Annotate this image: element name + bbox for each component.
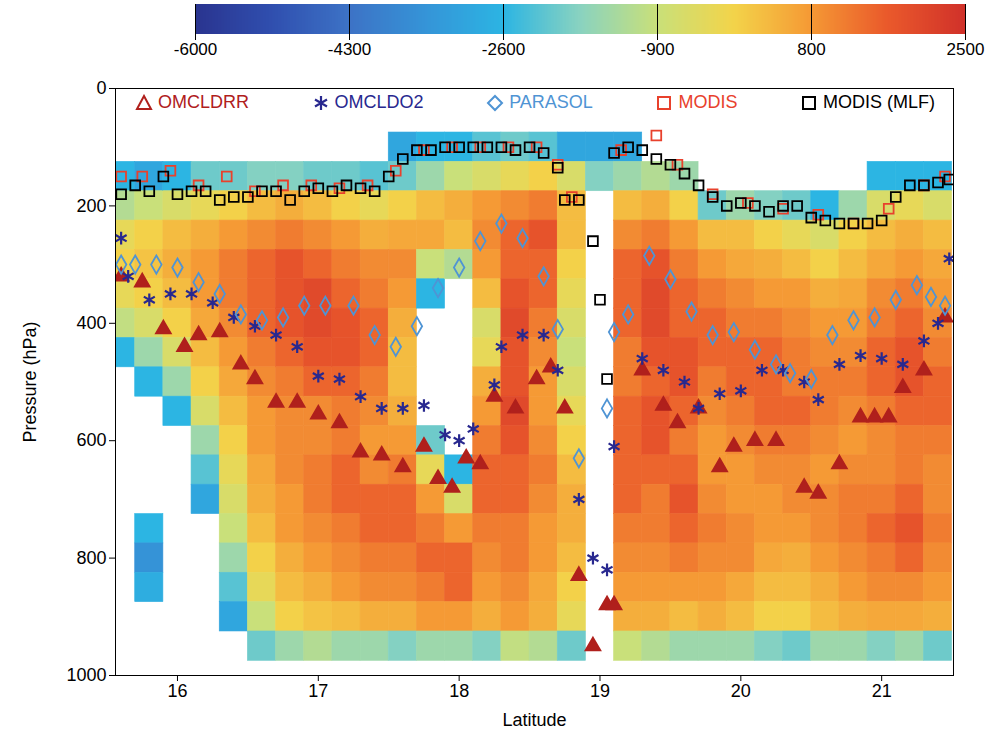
- svg-text:21: 21: [872, 681, 892, 701]
- svg-text:2500: 2500: [947, 40, 985, 59]
- svg-text:-900: -900: [640, 40, 674, 59]
- html-text:MODIS (MLF): MODIS (MLF): [823, 92, 935, 112]
- svg-text:Pressure (hPa): Pressure (hPa): [20, 321, 40, 442]
- html-text:MODIS: MODIS: [678, 92, 738, 112]
- svg-text:1000: 1000: [66, 665, 106, 685]
- svg-text:16: 16: [167, 681, 187, 701]
- svg-text:200: 200: [76, 196, 106, 216]
- svg-text:-6000: -6000: [174, 40, 217, 59]
- svg-text:19: 19: [590, 681, 610, 701]
- svg-text:-2600: -2600: [482, 40, 525, 59]
- svg-text:800: 800: [76, 548, 106, 568]
- svg-text:0: 0: [96, 78, 106, 98]
- svg-text:-4300: -4300: [328, 40, 371, 59]
- html-text:OMCLDO2: OMCLDO2: [334, 92, 424, 112]
- svg-text:Latitude: Latitude: [502, 710, 566, 730]
- html-text:PARASOL: PARASOL: [509, 92, 593, 112]
- svg-text:600: 600: [76, 430, 106, 450]
- svg-text:17: 17: [308, 681, 328, 701]
- svg-text:18: 18: [449, 681, 469, 701]
- svg-text:400: 400: [76, 313, 106, 333]
- svg-text:800: 800: [797, 40, 825, 59]
- svg-text:20: 20: [731, 681, 751, 701]
- html-text:OMCLDRR: OMCLDRR: [158, 92, 249, 112]
